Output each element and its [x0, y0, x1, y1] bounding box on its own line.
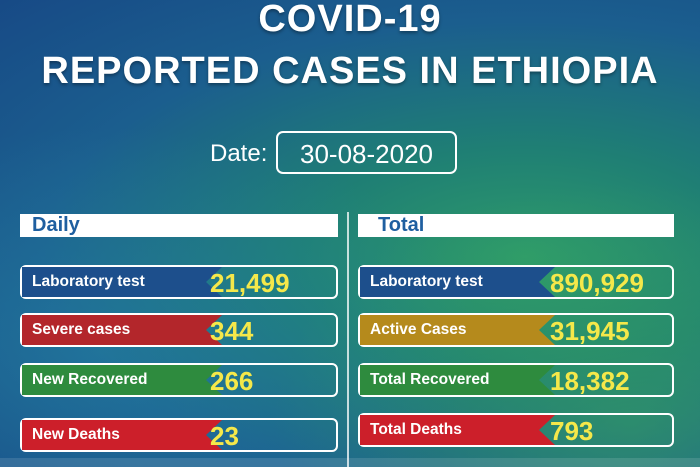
daily-row-lab-test: Laboratory test 21,499 — [20, 265, 338, 299]
column-divider — [347, 212, 349, 467]
daily-severe-label: Severe cases — [22, 315, 222, 345]
daily-row-severe: Severe cases 344 — [20, 313, 338, 347]
total-recovered-value: 18,382 — [550, 366, 630, 396]
total-row-lab-test: Laboratory test 890,929 — [358, 265, 674, 299]
daily-deaths-label: New Deaths — [22, 420, 222, 450]
daily-deaths-value: 23 — [210, 421, 239, 451]
total-deaths-label: Total Deaths — [360, 415, 555, 445]
bottom-band — [0, 458, 700, 467]
total-recovered-label: Total Recovered — [360, 365, 555, 395]
daily-row-deaths: New Deaths 23 — [20, 418, 338, 452]
daily-lab-test-value: 21,499 — [210, 268, 290, 298]
total-deaths-value: 793 — [550, 416, 594, 446]
total-active-value: 31,945 — [550, 316, 630, 346]
daily-severe-value: 344 — [210, 316, 254, 346]
total-header: Total — [358, 214, 674, 237]
title-line-1: COVID-19 — [258, 0, 442, 40]
daily-row-recovered: New Recovered 266 — [20, 363, 338, 397]
total-lab-test-value: 890,929 — [550, 268, 644, 298]
date-label: Date: — [210, 140, 268, 167]
daily-lab-test-label: Laboratory test — [22, 267, 222, 297]
total-active-label: Active Cases — [360, 315, 555, 345]
total-row-active: Active Cases 31,945 — [358, 313, 674, 347]
daily-recovered-value: 266 — [210, 366, 254, 396]
date-value: 30-08-2020 — [276, 131, 457, 174]
total-row-recovered: Total Recovered 18,382 — [358, 363, 674, 397]
daily-recovered-label: New Recovered — [22, 365, 222, 395]
daily-header: Daily — [20, 214, 338, 237]
title-line-2: REPORTED CASES IN ETHIOPIA — [41, 50, 659, 92]
total-row-deaths: Total Deaths 793 — [358, 413, 674, 447]
total-lab-test-label: Laboratory test — [360, 267, 555, 297]
